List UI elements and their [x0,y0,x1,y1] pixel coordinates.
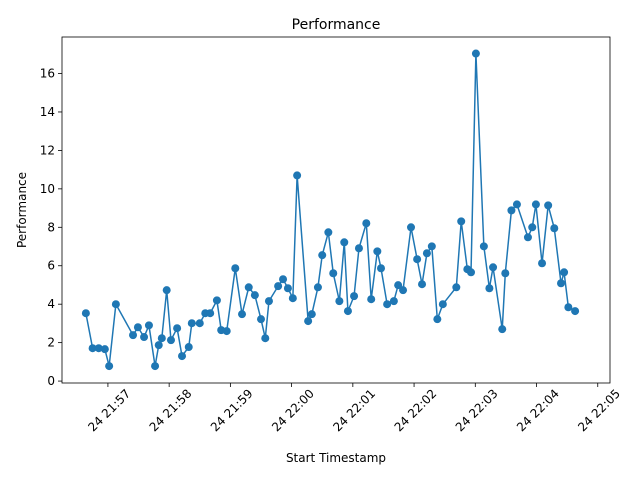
point [88,344,97,353]
point [383,300,392,309]
point [238,310,247,319]
y-tick-label: 2 [47,336,55,350]
point [471,49,480,58]
point [418,280,427,289]
y-tick-label: 6 [47,259,55,273]
point [498,325,507,334]
point [151,362,160,371]
point [413,255,422,264]
y-tick-label: 14 [40,105,55,119]
point [340,238,349,247]
point [212,296,221,305]
point [264,297,273,306]
point [94,344,103,353]
y-tick-label: 10 [40,182,55,196]
point [399,286,408,295]
point [144,321,153,330]
y-tick-label: 8 [47,220,55,234]
point [166,336,175,345]
point [367,295,376,304]
point [501,269,510,278]
point [427,242,436,251]
point [318,251,327,260]
point [307,310,316,319]
point [560,268,569,277]
point [433,315,442,324]
plot-frame [61,36,611,384]
point [350,292,359,301]
point [279,275,288,284]
point [485,284,494,293]
point [394,281,403,290]
point [288,294,297,303]
chart-title: Performance [292,17,381,33]
point [507,206,516,215]
point [531,200,540,209]
point [274,282,283,291]
point [244,283,253,292]
x-axis-label: Start Timestamp [286,451,386,465]
point [157,334,166,343]
point [324,228,333,237]
point [564,303,573,312]
point [512,200,521,209]
point [373,247,382,256]
y-tick-label: 16 [40,67,55,81]
point [389,297,398,306]
point [162,286,171,295]
point [293,171,302,180]
point [557,279,566,288]
point [81,309,90,318]
point [173,324,182,333]
point [467,268,476,277]
point [335,297,344,306]
point [154,341,163,350]
point [206,309,215,318]
y-tick-label: 4 [47,297,55,311]
point [261,334,270,343]
point [377,264,386,273]
point [195,319,204,328]
point [100,345,109,354]
point [105,362,114,371]
point [178,352,187,361]
point [343,307,352,316]
point [222,327,231,336]
point [129,331,138,340]
point [550,224,559,233]
point [438,300,447,309]
point [354,244,363,253]
point [523,233,532,242]
point [528,223,537,232]
point [250,291,259,300]
y-tick-label: 0 [47,374,55,388]
y-tick-label: 12 [40,143,55,157]
point [544,201,553,210]
point [329,269,338,278]
point [184,343,193,352]
point [479,242,488,251]
point [111,300,120,309]
point [256,315,265,324]
point [304,317,313,326]
point [187,319,196,328]
point [407,223,416,232]
y-axis-label: Performance [15,172,29,248]
point [452,283,461,292]
point [538,259,547,268]
point [231,264,240,273]
point [133,323,142,332]
point [313,283,322,292]
point [362,219,371,228]
point [422,249,431,258]
point [571,307,580,316]
point [140,333,149,342]
point [283,284,292,293]
point [489,263,498,272]
point [457,217,466,226]
